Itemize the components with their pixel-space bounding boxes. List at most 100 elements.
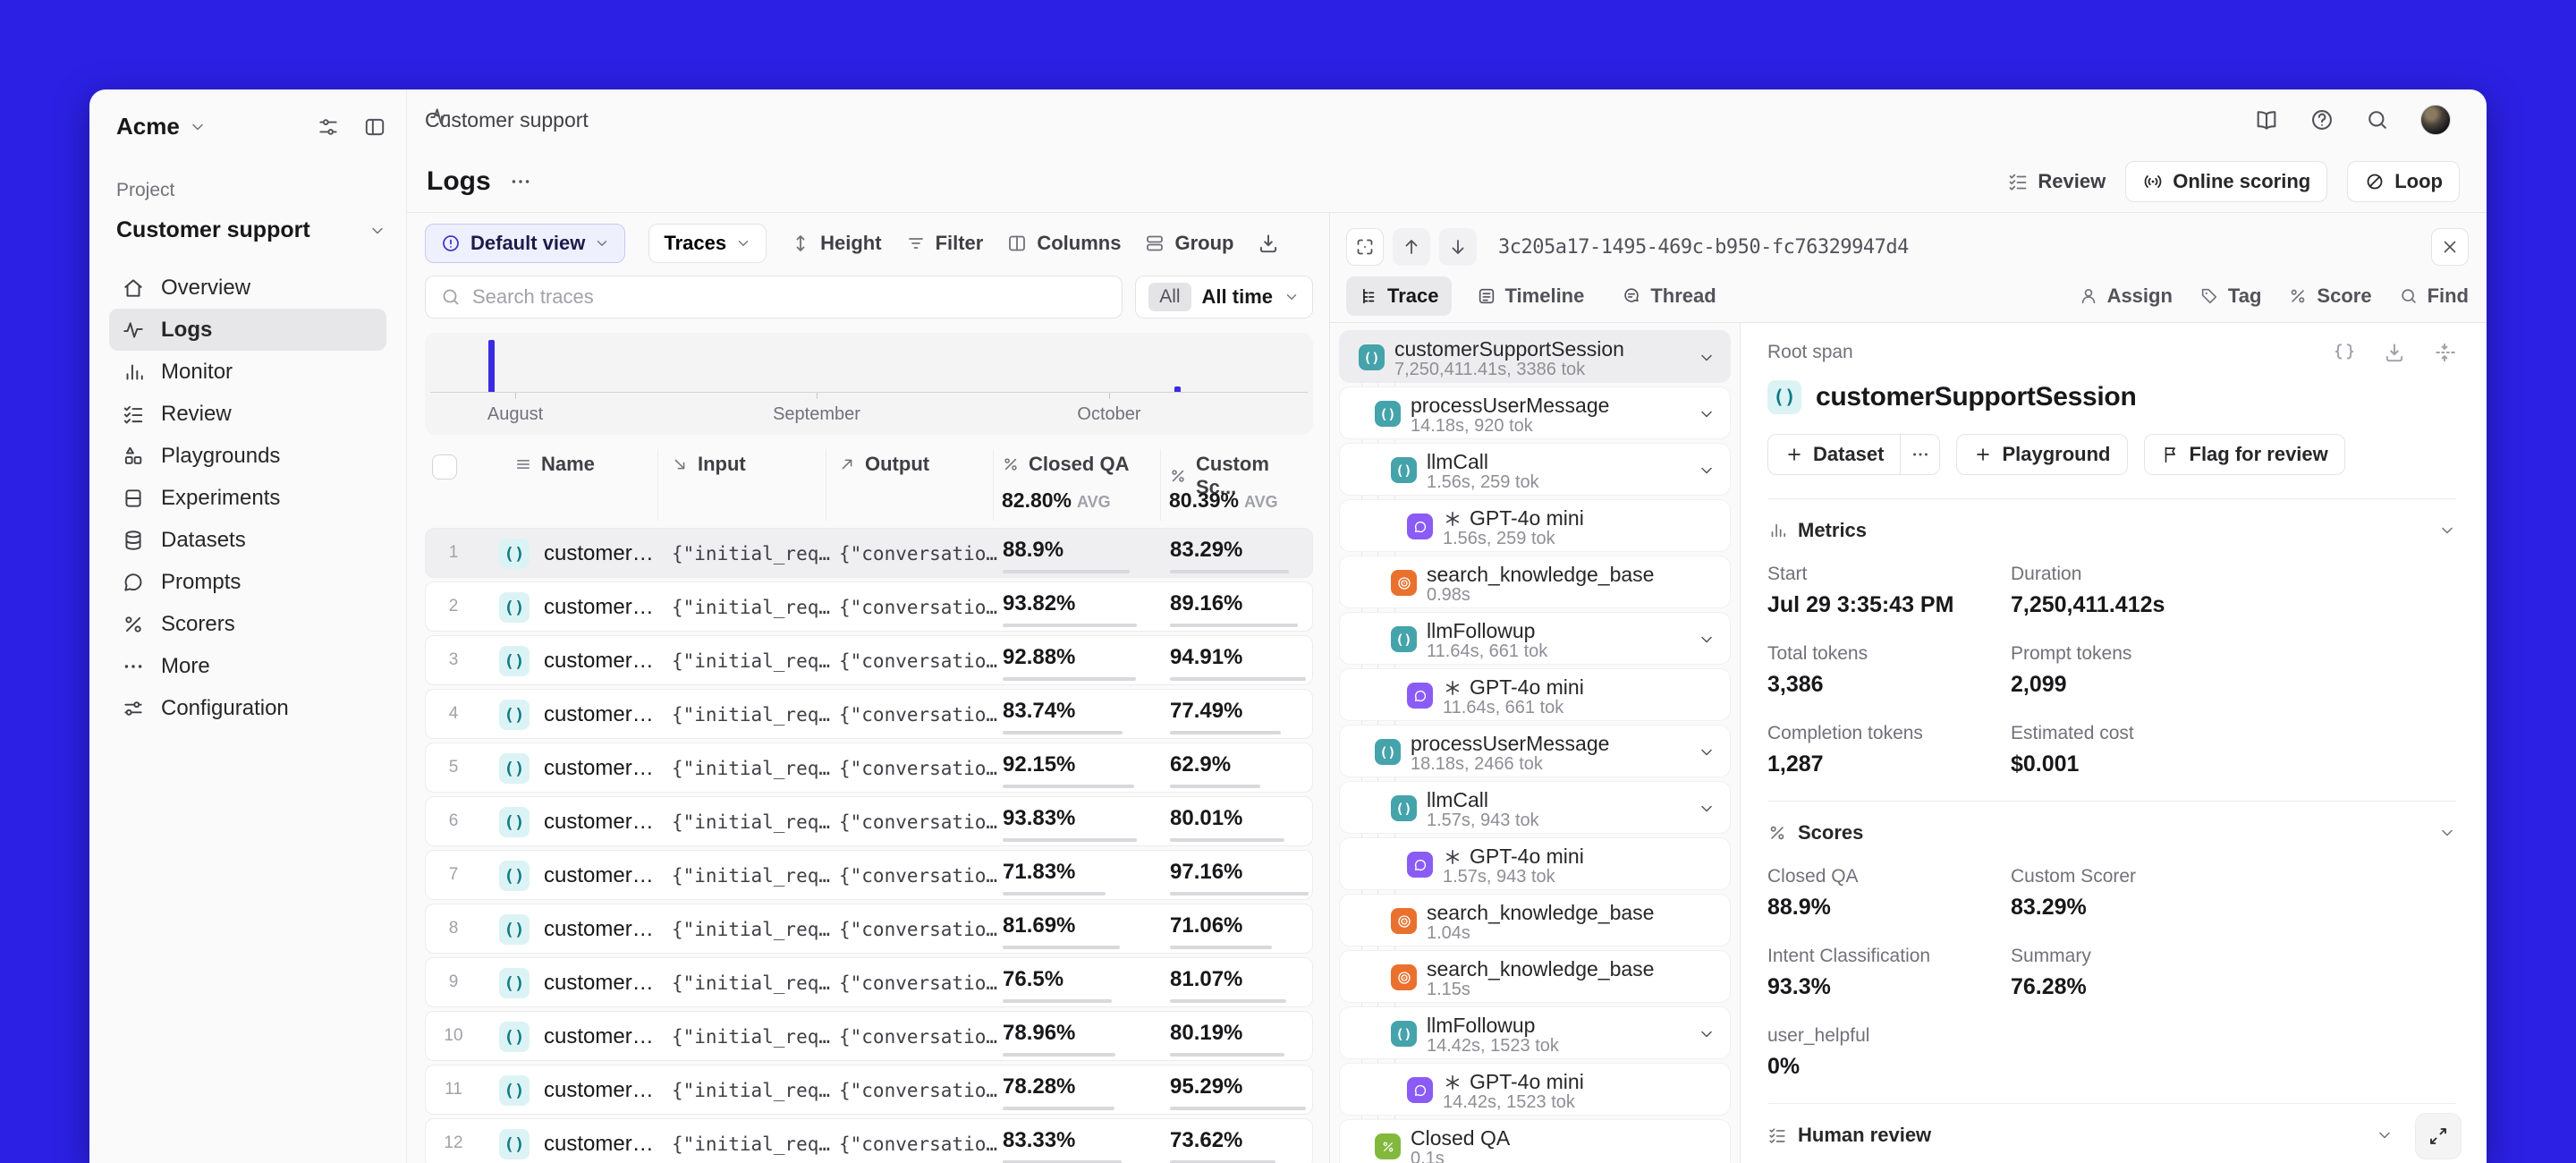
- columns-button[interactable]: Columns: [1006, 232, 1121, 255]
- trace-tree-node[interactable]: GPT-4o mini 14.42s, 1523 tok: [1339, 1063, 1731, 1116]
- sidebar-item-prompts[interactable]: Prompts: [109, 561, 386, 603]
- trace-tree-node[interactable]: Closed QA 0.1s: [1339, 1119, 1731, 1163]
- sidebar-item-more[interactable]: More: [109, 645, 386, 687]
- table-row[interactable]: 2 () customer… {"initial_req… {"conversatio……: [425, 582, 1313, 632]
- trace-tree-node[interactable]: search_knowledge_base 1.15s: [1339, 950, 1731, 1003]
- table-row[interactable]: 5 () customer… {"initial_req… {"conversatio……: [425, 743, 1313, 793]
- score-button[interactable]: Score: [2288, 284, 2372, 308]
- table-row[interactable]: 3 () customer… {"initial_req… {"conversatio……: [425, 635, 1313, 685]
- sidebar-item-datasets[interactable]: Datasets: [109, 519, 386, 561]
- trace-tree-node[interactable]: search_knowledge_base 0.98s: [1339, 556, 1731, 608]
- trace-tree-node[interactable]: search_knowledge_base 1.04s: [1339, 894, 1731, 947]
- sidebar-item-playgrounds[interactable]: Playgrounds: [109, 435, 386, 477]
- tab-thread[interactable]: Thread: [1609, 276, 1728, 316]
- column-header-closed-qa[interactable]: Closed QA: [1002, 453, 1129, 476]
- table-row[interactable]: 1 () customer… {"initial_req… {"conversatio……: [425, 528, 1313, 578]
- preferences-icon[interactable]: [317, 115, 340, 139]
- assign-button[interactable]: Assign: [2079, 284, 2173, 308]
- trace-tree-node[interactable]: () processUserMessage 14.18s, 920 tok: [1339, 386, 1731, 439]
- table-row[interactable]: 8 () customer… {"initial_req… {"conversatio……: [425, 904, 1313, 954]
- chevron-down-icon[interactable]: [2438, 824, 2456, 842]
- column-header-input[interactable]: Input: [671, 453, 746, 476]
- download-icon[interactable]: [2383, 341, 2406, 364]
- table-row[interactable]: 12 () customer… {"initial_req… {"conversatio…: [425, 1118, 1313, 1163]
- traces-selector[interactable]: Traces: [648, 224, 767, 263]
- view-selector[interactable]: Default view: [425, 224, 626, 263]
- tab-timeline[interactable]: Timeline: [1464, 276, 1597, 316]
- json-icon[interactable]: [2333, 341, 2356, 364]
- workspace-switcher[interactable]: Acme: [116, 113, 207, 140]
- trace-tree-node[interactable]: GPT-4o mini 1.56s, 259 tok: [1339, 499, 1731, 552]
- table-row[interactable]: 10 () customer… {"initial_req… {"conversatio…: [425, 1011, 1313, 1061]
- focus-trace-button[interactable]: [1346, 228, 1384, 266]
- chevron-down-icon[interactable]: [1698, 631, 1716, 649]
- table-row[interactable]: 7 () customer… {"initial_req… {"conversatio……: [425, 850, 1313, 900]
- trace-tree-node[interactable]: () llmFollowup 14.42s, 1523 tok: [1339, 1006, 1731, 1059]
- flag-for-review-button[interactable]: Flag for review: [2143, 434, 2345, 475]
- online-scoring-button[interactable]: Online scoring: [2125, 160, 2328, 202]
- trace-tree-node[interactable]: () llmFollowup 11.64s, 661 tok: [1339, 612, 1731, 665]
- trace-tree-node[interactable]: GPT-4o mini 11.64s, 661 tok: [1339, 668, 1731, 721]
- chevron-down-icon[interactable]: [1698, 1025, 1716, 1043]
- column-header-name[interactable]: Name: [514, 453, 595, 476]
- tag-button[interactable]: Tag: [2199, 284, 2261, 308]
- chevron-down-icon[interactable]: [2376, 1126, 2394, 1144]
- open-in-playground-button[interactable]: Playground: [1956, 434, 2128, 475]
- sidebar-item-review[interactable]: Review: [109, 393, 386, 435]
- add-to-dataset-button[interactable]: Dataset: [1767, 434, 1902, 475]
- table-row[interactable]: 6 () customer… {"initial_req… {"conversatio……: [425, 796, 1313, 846]
- trace-tree-node[interactable]: () customerSupportSession 7,250,411.41s, 3…: [1339, 330, 1731, 383]
- expand-panel-button[interactable]: [2415, 1113, 2462, 1159]
- trace-tree-node[interactable]: () llmCall 1.56s, 259 tok: [1339, 443, 1731, 496]
- chevron-down-icon[interactable]: [1698, 349, 1716, 367]
- function-badge: (): [499, 807, 530, 837]
- sidebar-item-scorers[interactable]: Scorers: [109, 603, 386, 645]
- chevron-down-icon[interactable]: [2438, 522, 2456, 539]
- docs-icon[interactable]: [2254, 107, 2279, 132]
- close-panel-button[interactable]: [2431, 228, 2469, 266]
- page-menu-button[interactable]: [509, 170, 532, 193]
- collapse-sections-icon[interactable]: [2433, 341, 2456, 364]
- table-row[interactable]: 11 () customer… {"initial_req… {"conversatio…: [425, 1065, 1313, 1115]
- sidebar-item-logs[interactable]: Logs: [109, 309, 386, 351]
- search-traces-input[interactable]: Search traces: [425, 276, 1123, 318]
- sidebar-item-overview[interactable]: Overview: [109, 267, 386, 309]
- project-switcher[interactable]: Customer support: [116, 217, 386, 243]
- trace-tree-node[interactable]: GPT-4o mini 1.57s, 943 tok: [1339, 837, 1731, 890]
- export-icon[interactable]: [1257, 232, 1280, 255]
- avatar[interactable]: [2420, 105, 2451, 135]
- span-name: customerSupportSession: [1394, 337, 1624, 361]
- table-row[interactable]: 4 () customer… {"initial_req… {"conversatio……: [425, 689, 1313, 739]
- chevron-down-icon[interactable]: [1698, 405, 1716, 423]
- row-number: 1: [448, 543, 459, 562]
- filter-button[interactable]: Filter: [905, 232, 983, 255]
- loop-button[interactable]: Loop: [2347, 160, 2460, 202]
- time-scope-chip[interactable]: All: [1148, 283, 1191, 311]
- next-trace-button[interactable]: [1439, 228, 1477, 266]
- trace-tree-node[interactable]: () llmCall 1.57s, 943 tok: [1339, 781, 1731, 834]
- find-button[interactable]: Find: [2399, 284, 2469, 308]
- chevron-down-icon[interactable]: [1698, 800, 1716, 818]
- chevron-down-icon[interactable]: [1698, 743, 1716, 761]
- group-button[interactable]: Group: [1144, 232, 1233, 255]
- previous-trace-button[interactable]: [1393, 228, 1430, 266]
- sidebar-item-experiments[interactable]: Experiments: [109, 477, 386, 519]
- help-icon[interactable]: [2309, 107, 2334, 132]
- tab-trace[interactable]: Trace: [1346, 276, 1452, 316]
- column-header-output[interactable]: Output: [838, 453, 929, 476]
- chevron-down-icon[interactable]: [1698, 462, 1716, 480]
- time-filter[interactable]: All All time: [1135, 276, 1313, 318]
- sidebar-item-configuration[interactable]: Configuration: [109, 687, 386, 729]
- height-button[interactable]: Height: [790, 232, 882, 255]
- search-icon[interactable]: [2365, 107, 2390, 132]
- closed-qa-score: 78.28%: [1003, 1074, 1114, 1110]
- trace-tree-node[interactable]: () processUserMessage 18.18s, 2466 tok: [1339, 725, 1731, 777]
- sidebar-item-monitor[interactable]: Monitor: [109, 351, 386, 393]
- collapse-sidebar-icon[interactable]: [363, 115, 386, 139]
- dataset-more-button[interactable]: [1901, 434, 1941, 475]
- select-all-checkbox[interactable]: [432, 454, 457, 480]
- logs-panel: Default view Traces Height: [407, 213, 1330, 1163]
- table-row[interactable]: 9 () customer… {"initial_req… {"conversatio……: [425, 957, 1313, 1007]
- review-button[interactable]: Review: [2007, 170, 2106, 193]
- column-header-custom-scorer[interactable]: Custom Sc...: [1169, 453, 1313, 499]
